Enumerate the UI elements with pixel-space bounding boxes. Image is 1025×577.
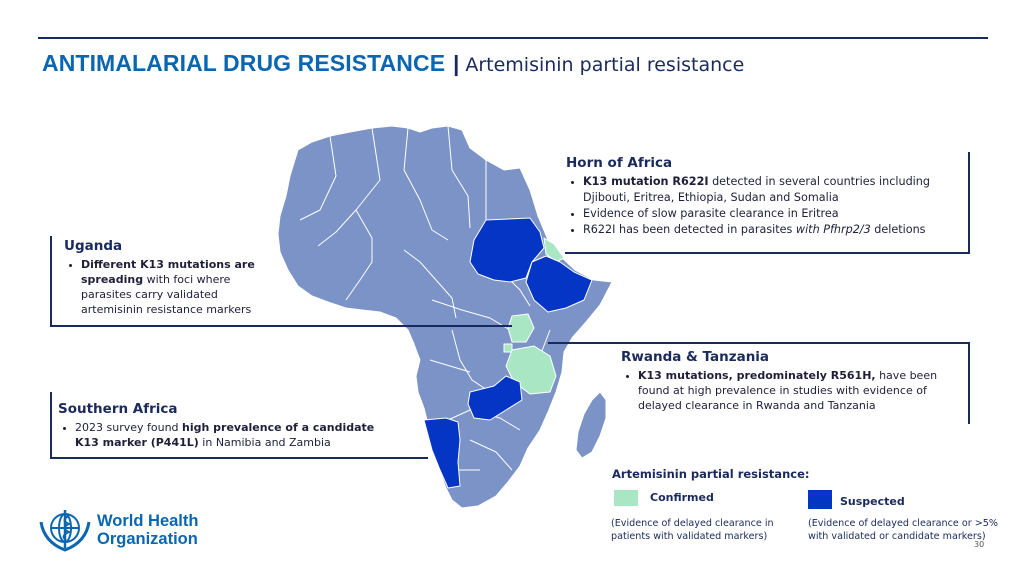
horn-b1-rest: detected in several countries including …: [583, 175, 930, 204]
horn-bullet-2: Evidence of slow parasite clearance in E…: [583, 206, 961, 222]
uganda-title: Uganda: [64, 238, 123, 254]
southern-b1-rest: in Namibia and Zambia: [198, 436, 331, 449]
who-logo-line2: Organization: [97, 530, 198, 548]
page-title: ANTIMALARIAL DRUG RESISTANCE | Artemisinin…: [42, 50, 744, 77]
southern-b1-bold: high prevalence of a candidate K13 marke…: [75, 421, 375, 449]
uganda-callout-line-h: [50, 325, 512, 327]
rwanda-bullet-1: K13 mutations, predominately R561H, have…: [638, 368, 951, 413]
madagascar: [575, 391, 607, 459]
horn-b1-bold: K13 mutation R622I: [583, 175, 709, 188]
rwanda-callout-line-v: [968, 342, 970, 424]
legend-suspected-note: (Evidence of delayed clearance or >5% wi…: [808, 518, 998, 542]
who-logo-text: World Health Organization: [97, 512, 198, 548]
uganda-bullet-1: Different K13 mutations are spreading wi…: [81, 257, 274, 317]
country-uganda: [507, 313, 535, 343]
rwanda-b1-bold: K13 mutations, predominately R561H,: [638, 369, 876, 382]
horn-b3-italic: with Pfhrp2/3: [795, 223, 871, 236]
horn-title: Horn of Africa: [566, 155, 673, 171]
who-emblem-icon: [39, 510, 91, 552]
callout-southern-africa: Southern Africa 2023 survey found high p…: [58, 402, 388, 450]
southern-bullet-1: 2023 survey found high prevalence of a c…: [75, 420, 388, 450]
rwanda-callout-line-h: [548, 342, 970, 344]
legend-confirmed-swatch: [614, 490, 638, 506]
horn-callout-line-h: [565, 252, 970, 254]
legend-suspected-label: Suspected: [840, 495, 905, 508]
southern-callout-line-h: [50, 457, 428, 459]
horn-bullet-1: K13 mutation R622I detected in several c…: [583, 174, 961, 206]
country-eritrea: [543, 237, 565, 263]
callout-rwanda-tanzania: Rwanda & Tanzania K13 mutations, predomi…: [621, 350, 951, 413]
country-rwanda: [503, 343, 513, 353]
country-sudan: [469, 217, 545, 283]
legend-confirmed-note: (Evidence of delayed clearance in patien…: [611, 518, 774, 542]
uganda-callout-line-v: [50, 236, 52, 326]
horn-bullet-3: R622I has been detected in parasites wit…: [583, 222, 961, 238]
header-rule: [38, 37, 988, 39]
rwanda-b1-rest: have been found at high prevalence in st…: [638, 369, 938, 412]
legend-suspected-swatch: [808, 490, 832, 509]
legend-title: Artemisinin partial resistance:: [612, 467, 810, 481]
country-namibia: [423, 417, 461, 489]
uganda-b1-rest: with foci where parasites carry validate…: [81, 273, 252, 316]
rwanda-title: Rwanda & Tanzania: [621, 349, 770, 365]
southern-callout-line-v: [50, 392, 52, 458]
page-number: 30: [974, 540, 985, 549]
southern-title: Southern Africa: [58, 401, 178, 417]
title-subtitle: Artemisinin partial resistance: [465, 54, 745, 76]
callout-horn-of-africa: Horn of Africa K13 mutation R622I detect…: [566, 155, 961, 238]
country-ethiopia: [525, 255, 593, 313]
country-zambia: [467, 375, 523, 421]
legend-confirmed-label: Confirmed: [650, 491, 714, 504]
horn-b3-pre: R622I has been detected in parasites: [583, 223, 796, 236]
callout-uganda: Uganda Different K13 mutations are sprea…: [64, 239, 274, 317]
who-logo-line1: World Health: [97, 512, 199, 530]
horn-callout-line-v: [968, 152, 970, 253]
horn-b3-post: deletions: [870, 223, 926, 236]
title-main: ANTIMALARIAL DRUG RESISTANCE: [42, 50, 446, 76]
title-separator: |: [453, 51, 460, 76]
southern-b1-pre: 2023 survey found: [75, 421, 183, 434]
uganda-b1-bold: Different K13 mutations are spreading: [81, 258, 255, 286]
